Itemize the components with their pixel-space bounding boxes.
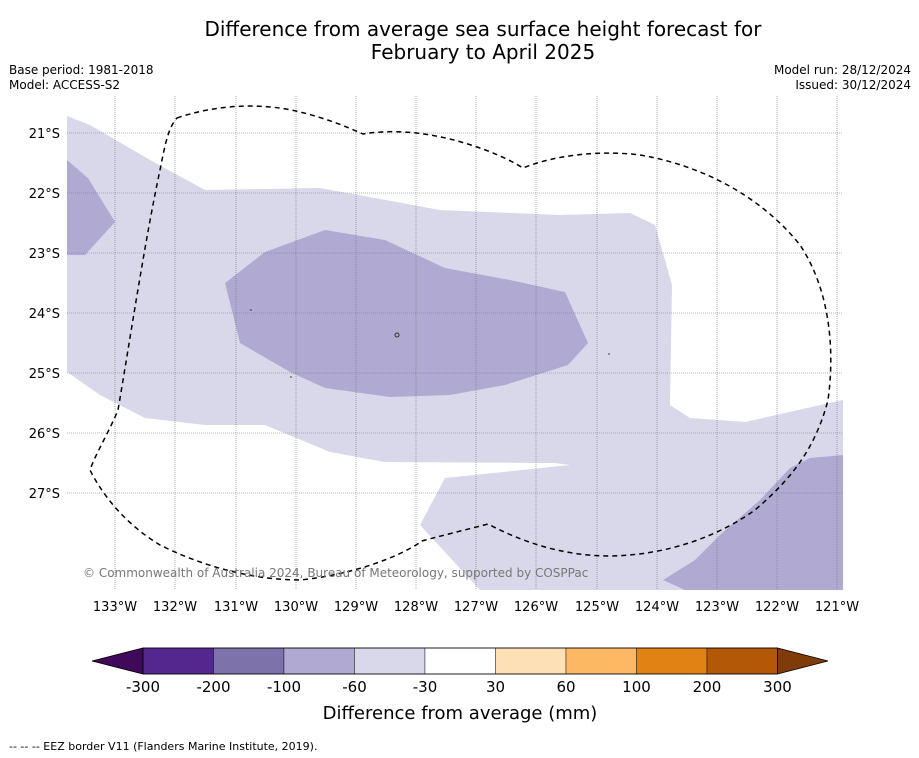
base-model-info: Base period: 1981-2018 Model: ACCESS-S2: [9, 63, 154, 93]
anomaly-region-medium-center: [225, 230, 588, 397]
latitude-label: 25°S: [29, 367, 60, 382]
colorbar-tick-label: 30: [486, 678, 505, 696]
run-issue-info: Model run: 28/12/2024 Issued: 30/12/2024: [774, 63, 911, 93]
colorbar-tick-label: -60: [342, 678, 367, 696]
colorbar-tick-label: -200: [196, 678, 230, 696]
colorbar-swatch: [283, 647, 355, 675]
latitude-label: 21°S: [29, 127, 60, 142]
graticule: [67, 96, 843, 590]
longitude-label: 131°W: [214, 600, 258, 615]
island-marker: [608, 353, 610, 355]
eez-border: [89, 105, 832, 581]
colorbar-outline: [142, 647, 778, 675]
longitude-label: 129°W: [334, 600, 378, 615]
colorbar-extend-low: [91, 647, 144, 675]
anomaly-region-medium-west: [67, 160, 115, 255]
colorbar-title: Difference from average (mm): [323, 703, 598, 724]
colorbar-extend-high: [777, 647, 829, 675]
issued-text: Issued: 30/12/2024: [795, 78, 911, 92]
colorbar-tick-label: 60: [556, 678, 575, 696]
longitude-label: 124°W: [635, 600, 679, 615]
title-line-1: Difference from average sea surface heig…: [204, 17, 762, 41]
longitude-label: 121°W: [815, 600, 859, 615]
island-marker: [290, 376, 292, 378]
map-fills: [67, 116, 843, 590]
colorbar-swatch: [142, 647, 214, 675]
eez-footnote: -- -- -- EEZ border V11 (Flanders Marine…: [9, 740, 318, 753]
colorbar-swatch: [213, 647, 285, 675]
colorbar-tick-label: 100: [622, 678, 651, 696]
colorbar-swatch: [565, 647, 637, 675]
colorbar-tick-label: -100: [267, 678, 301, 696]
colorbar-tick-label: -30: [413, 678, 438, 696]
island-marker: [394, 332, 400, 338]
copyright-notice: © Commonwealth of Australia 2024, Bureau…: [83, 566, 588, 580]
model-text: Model: ACCESS-S2: [9, 78, 121, 92]
colorbar-swatches: [91, 647, 829, 675]
longitude-label: 128°W: [394, 600, 438, 615]
model-run-text: Model run: 28/12/2024: [773, 63, 911, 77]
longitude-label: 127°W: [454, 600, 498, 615]
forecast-map: 21°S22°S23°S24°S25°S26°S27°S 133°W 132°W 1…: [29, 96, 859, 615]
longitude-label: 130°W: [274, 600, 318, 615]
colorbar-swatch: [636, 647, 708, 675]
colorbar-tick-label: 200: [693, 678, 722, 696]
latitude-label: 24°S: [29, 307, 60, 322]
map-title: Difference from average sea surface heig…: [0, 18, 919, 64]
islands: [250, 309, 610, 378]
latitude-label: 23°S: [29, 247, 60, 262]
longitude-labels: 133°W 132°W 131°W 130°W 129°W 128°W 127°W 126°W…: [93, 600, 859, 615]
colorbar-tick-labels: -300 -200 -100 -60 -30 30 60 100 200 300: [126, 678, 792, 696]
longitude-label: 132°W: [153, 600, 197, 615]
anomaly-region-medium-southeast: [663, 455, 843, 590]
title-line-2: February to April 2025: [370, 40, 596, 64]
latitude-labels: 21°S 22°S 23°S 24°S 25°S 26°S 27°S: [29, 127, 60, 502]
colorbar-swatch: [424, 647, 496, 675]
base-period-text: Base period: 1981-2018: [9, 63, 154, 77]
longitude-label: 133°W: [93, 600, 137, 615]
latitude-label: 22°S: [29, 187, 60, 202]
longitude-label: 125°W: [575, 600, 619, 615]
island-marker: [250, 309, 252, 311]
colorbar-swatch: [706, 647, 778, 675]
colorbar-swatch: [495, 647, 567, 675]
latitude-label: 26°S: [29, 427, 60, 442]
colorbar-tick-label: -300: [126, 678, 160, 696]
colorbar-swatch: [354, 647, 426, 675]
longitude-label: 126°W: [514, 600, 558, 615]
colorbar-tick-label: 300: [763, 678, 792, 696]
longitude-label: 123°W: [695, 600, 739, 615]
latitude-label: 27°S: [29, 487, 60, 502]
longitude-label: 122°W: [755, 600, 799, 615]
